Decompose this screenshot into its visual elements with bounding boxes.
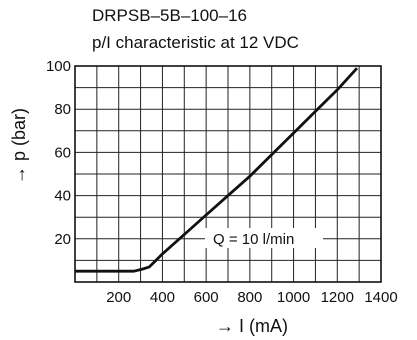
chart-title: DRPSB–5B–100–16 [92, 6, 247, 25]
y-axis-label: → p (bar) [9, 108, 29, 184]
x-tick-label: 400 [150, 289, 175, 306]
tick-labels: 200 400 600 800 1000 1200 1400 20 40 60 80 100 [46, 58, 398, 306]
x-tick-label: 200 [106, 289, 131, 306]
y-tick-label: 40 [54, 188, 71, 205]
y-tick-label: 20 [54, 231, 71, 248]
plot-frame [74, 65, 382, 283]
annotation-flow-rate: Q = 10 l/min [213, 231, 294, 248]
x-tick-label: 1400 [364, 289, 397, 306]
series-line-curve [75, 67, 359, 273]
x-tick-label: 1000 [277, 289, 310, 306]
annotation-background [205, 228, 323, 248]
y-tick-label: 60 [54, 144, 71, 161]
x-tick-label: 800 [237, 289, 262, 306]
y-tick-label: 100 [46, 58, 71, 75]
y-tick-label: 80 [54, 101, 71, 118]
x-tick-label: 600 [194, 289, 219, 306]
chart-subtitle: p/I characteristic at 12 VDC [92, 33, 299, 52]
x-tick-label: 1200 [321, 289, 354, 306]
grid [75, 66, 381, 282]
x-axis-label: → I (mA) [216, 316, 288, 336]
